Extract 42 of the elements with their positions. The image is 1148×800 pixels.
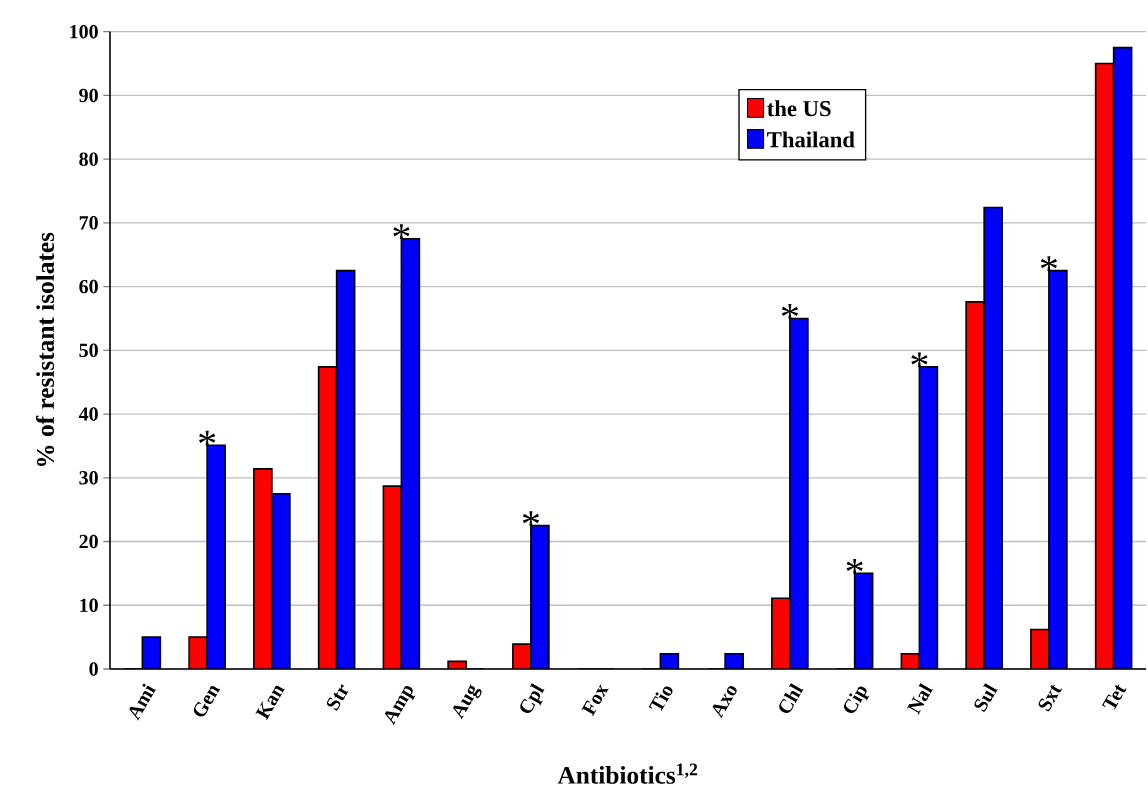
y-tick-label: 30 xyxy=(79,471,98,485)
bar xyxy=(318,366,337,669)
x-tick-label: Nal xyxy=(906,683,933,715)
y-tick-label: 0 xyxy=(89,662,98,676)
bar xyxy=(919,366,938,669)
annotation: * xyxy=(781,304,798,319)
annotation: * xyxy=(846,558,863,574)
annotation: * xyxy=(1040,256,1057,271)
x-tick-label: Cpl xyxy=(520,683,545,713)
x-tick-label: Gen xyxy=(193,685,221,717)
y-tick-label: 10 xyxy=(80,598,98,613)
bar xyxy=(1112,46,1133,669)
bar xyxy=(401,238,420,669)
bar xyxy=(383,486,402,669)
y-tick-label: 60 xyxy=(79,279,98,294)
x-tick-label: Str xyxy=(326,684,349,711)
bar xyxy=(336,270,355,669)
y-tick-label: 70 xyxy=(79,216,98,230)
x-tick-label: Fox xyxy=(581,684,609,717)
annotation: * xyxy=(393,224,410,240)
x-tick-label: Sul xyxy=(974,683,998,712)
x-axis-title: Antibiotics$^{1,2}$ xyxy=(557,763,698,784)
x-tick-label: Cip xyxy=(844,686,870,713)
y-tick-label: 80 xyxy=(79,152,98,166)
x-tick-label: Sxt xyxy=(1038,684,1062,712)
y-tick-label: 20 xyxy=(79,534,98,549)
x-tick-label: Axo xyxy=(712,686,737,719)
y-tick-label: 100 xyxy=(70,24,98,39)
y-tick-label: 40 xyxy=(78,407,98,421)
y-tick-label: 50 xyxy=(79,343,98,358)
x-tick-label: Tio xyxy=(648,686,673,712)
annotation: * xyxy=(199,430,216,446)
legend-label: the US xyxy=(767,100,831,117)
annotation: * xyxy=(911,352,928,368)
legend-label: Thailand xyxy=(767,131,855,148)
y-axis-title: % of resistant isolates xyxy=(35,232,55,467)
x-tick-label: Tet xyxy=(1102,684,1127,710)
bar xyxy=(854,573,873,669)
annotation: * xyxy=(522,511,539,526)
bar xyxy=(1094,62,1115,669)
x-tick-label: Chl xyxy=(779,683,804,713)
y-tick-label: 90 xyxy=(79,88,98,103)
